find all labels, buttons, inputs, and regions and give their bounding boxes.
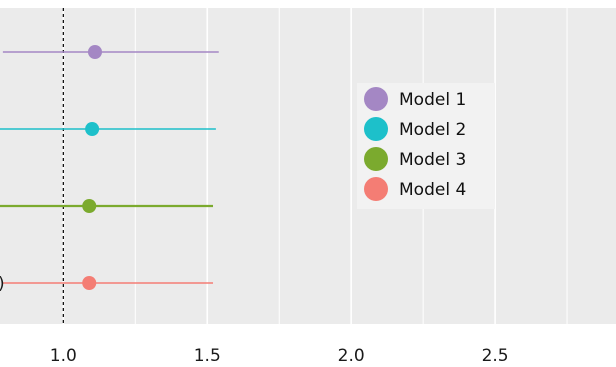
point-estimate-4: [82, 276, 97, 290]
legend-label-2: Model 2: [399, 120, 466, 140]
legend-key-2: [364, 117, 388, 141]
legend-label-1: Model 1: [399, 90, 466, 110]
legend-key-1: [364, 87, 388, 111]
x-tick-label: 1.5: [194, 346, 221, 366]
legend-key-4: [364, 177, 388, 201]
legend-label-3: Model 3: [399, 150, 466, 170]
plot-panel: [0, 8, 616, 324]
point-estimate-1: [87, 45, 102, 59]
x-axis-ticks: 1.0 1.5 2.0 2.5: [50, 346, 509, 366]
row-labels: ): [0, 274, 5, 294]
series-rows: [0, 45, 219, 290]
row-label-4: ): [0, 274, 5, 294]
point-estimate-2: [85, 122, 100, 136]
point-estimate-3: [82, 199, 97, 213]
x-tick-label: 1.0: [50, 346, 77, 366]
legend-key-3: [364, 147, 388, 171]
x-tick-label: 2.0: [338, 346, 365, 366]
x-tick-label: 2.5: [482, 346, 509, 366]
legend-label-4: Model 4: [399, 180, 466, 200]
legend: Model 1 Model 2 Model 3 Model 4: [357, 83, 495, 209]
